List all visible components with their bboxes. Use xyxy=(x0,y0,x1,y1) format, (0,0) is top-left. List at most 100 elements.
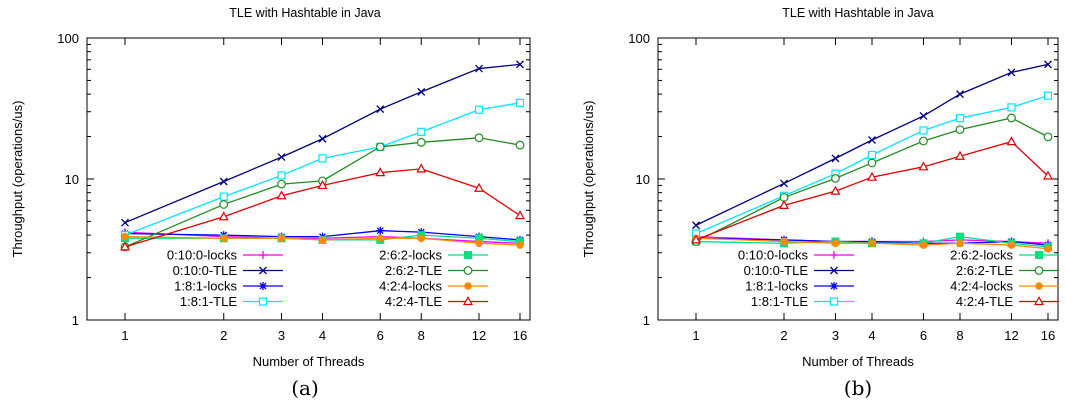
legend-marker xyxy=(259,282,267,290)
y-axis-label: Throughput (operations/us) xyxy=(581,101,596,258)
data-point xyxy=(277,153,286,162)
series-line xyxy=(695,95,1049,235)
chart-title: TLE with Hashtable in Java xyxy=(229,6,381,20)
data-point xyxy=(375,142,385,152)
data-point xyxy=(867,150,877,160)
x-tick-label: 1 xyxy=(692,328,699,343)
x-tick-label: 16 xyxy=(513,328,527,343)
panel-caption: (a) xyxy=(291,376,319,400)
data-point xyxy=(474,105,484,114)
legend-marker xyxy=(464,251,472,259)
data-point xyxy=(919,111,928,120)
data-point xyxy=(1042,170,1054,180)
legend-marker xyxy=(1035,251,1043,259)
data-point xyxy=(918,161,929,171)
legend-marker xyxy=(463,266,473,275)
data-point xyxy=(919,126,928,135)
series-line xyxy=(124,230,521,241)
plot-frame xyxy=(86,37,531,321)
data-point xyxy=(417,234,426,243)
data-point xyxy=(276,190,287,200)
data-point xyxy=(866,171,878,181)
data-point xyxy=(692,221,700,230)
x-tick-label: 6 xyxy=(377,328,384,343)
data-point xyxy=(516,60,524,69)
legend-label: 2:6:2-TLE xyxy=(385,263,442,278)
x-tick-label: 1 xyxy=(121,328,128,343)
series-line xyxy=(695,140,1049,241)
data-point xyxy=(1007,68,1016,77)
x-axis-label: Number of Threads xyxy=(802,354,914,369)
legend-marker xyxy=(829,297,839,306)
series-1:8:1-TLE xyxy=(120,98,525,240)
y-tick-label: 100 xyxy=(57,31,79,46)
legend-marker xyxy=(830,266,838,275)
data-point xyxy=(1007,113,1016,123)
data-point xyxy=(417,127,426,136)
series-line xyxy=(695,63,1049,226)
series-line xyxy=(695,117,1049,243)
x-tick-label: 12 xyxy=(472,328,486,343)
data-point xyxy=(416,163,427,173)
panel-caption: (b) xyxy=(844,376,872,400)
data-point xyxy=(919,241,928,249)
x-tick-label: 16 xyxy=(1041,328,1055,343)
legend: 0:10:0-locks0:10:0-TLE1:8:1-locks1:8:1-T… xyxy=(738,248,1059,309)
data-point xyxy=(318,236,327,244)
data-point xyxy=(417,87,426,96)
data-point xyxy=(780,237,788,246)
series-1:8:1-TLE xyxy=(691,91,1053,238)
data-point xyxy=(277,234,286,243)
data-point xyxy=(376,226,385,235)
x-tick-label: 6 xyxy=(920,328,927,343)
data-point xyxy=(219,200,229,209)
data-point xyxy=(1006,136,1017,146)
series-line xyxy=(695,237,1049,250)
data-point xyxy=(831,239,840,248)
data-point xyxy=(514,210,526,220)
series-line xyxy=(124,168,521,248)
legend-label: 2:6:2-TLE xyxy=(956,263,1013,278)
data-point xyxy=(277,179,286,189)
y-tick-label: 10 xyxy=(65,172,79,187)
data-point xyxy=(956,239,964,248)
data-point xyxy=(318,134,327,143)
data-point xyxy=(317,180,328,190)
series-line xyxy=(124,137,521,248)
data-point xyxy=(919,136,928,146)
x-tick-label: 12 xyxy=(1004,328,1018,343)
data-point xyxy=(956,90,964,99)
data-point xyxy=(277,171,286,180)
legend-label: 0:10:0-TLE xyxy=(744,263,809,278)
data-point xyxy=(121,218,129,227)
data-point xyxy=(375,167,386,177)
data-point xyxy=(1043,132,1053,142)
x-tick-label: 2 xyxy=(780,328,787,343)
legend-marker xyxy=(259,266,267,275)
y-axis-label: Throughput (operations/us) xyxy=(10,101,25,258)
data-point xyxy=(475,64,483,73)
series-4:2:4-TLE xyxy=(690,136,1054,244)
legend: 0:10:0-locks0:10:0-TLE1:8:1-locks1:8:1-T… xyxy=(167,248,488,309)
series-0:10:0-TLE xyxy=(121,60,524,227)
legend-label: 0:10:0-locks xyxy=(738,248,809,263)
data-point xyxy=(778,199,790,209)
series-4:2:4-locks xyxy=(121,232,524,249)
data-point xyxy=(218,211,229,221)
legend-marker xyxy=(464,282,472,290)
legend-marker xyxy=(830,251,838,259)
data-point xyxy=(867,158,877,168)
data-point xyxy=(690,234,702,244)
legend-marker xyxy=(830,282,838,290)
y-tick-label: 1 xyxy=(72,313,79,328)
data-point xyxy=(955,125,965,135)
data-point xyxy=(1044,244,1052,253)
x-axis-label: Number of Threads xyxy=(253,354,365,369)
legend-label: 1:8:1-locks xyxy=(174,279,237,294)
data-point xyxy=(219,192,228,201)
series-line xyxy=(124,63,521,224)
data-point xyxy=(1044,60,1052,69)
legend-label: 1:8:1-TLE xyxy=(751,294,808,309)
